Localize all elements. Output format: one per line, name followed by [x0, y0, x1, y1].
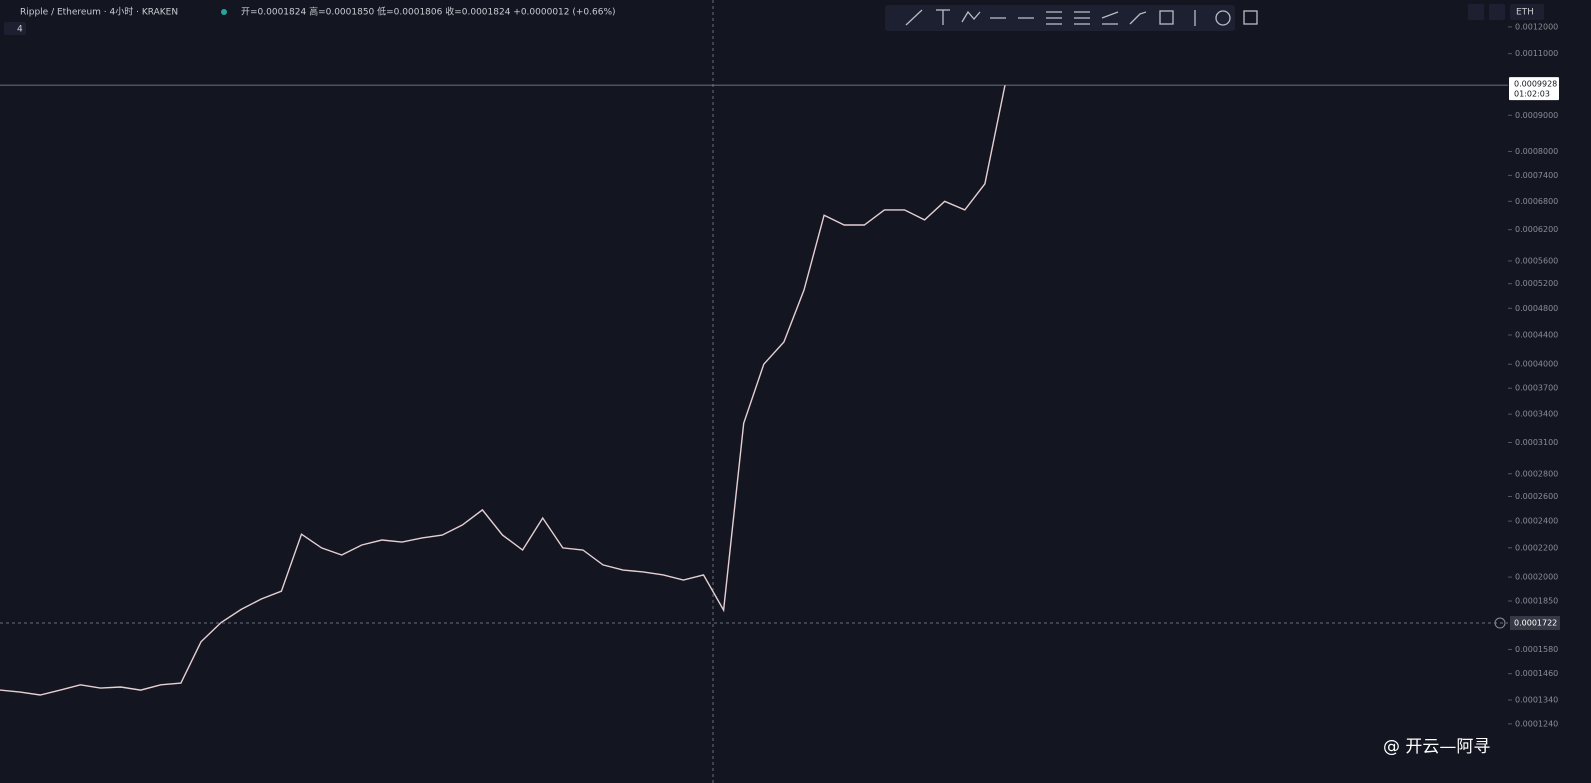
- y-tick-label: 0.0001850: [1515, 597, 1558, 606]
- currency-button[interactable]: [1510, 4, 1544, 20]
- countdown: 01:02:03: [1514, 90, 1550, 99]
- y-tick-label: 0.0004400: [1515, 330, 1558, 339]
- y-tick-label: 0.0004000: [1515, 360, 1558, 369]
- symbol: Ripple / Ethereum · 4小时 · KRAKEN: [20, 6, 178, 18]
- y-tick-label: 0.0003100: [1515, 438, 1558, 447]
- y-tick-label: 0.0003400: [1515, 410, 1558, 419]
- y-tick-label: 0.0007400: [1515, 171, 1558, 180]
- y-tick-label: 0.0004800: [1515, 304, 1558, 313]
- y-tick-label: 0.0003700: [1515, 384, 1558, 393]
- y-tick-label: 0.0005600: [1515, 256, 1558, 265]
- download-button[interactable]: [1468, 4, 1484, 20]
- y-tick-label: 0.0002800: [1515, 469, 1558, 478]
- y-tick-label: 0.0009000: [1515, 111, 1558, 120]
- crosshair-add-button[interactable]: [1494, 617, 1506, 629]
- y-tick-label: 0.0002000: [1515, 573, 1558, 582]
- y-tick-label: 0.0005200: [1515, 279, 1558, 288]
- toolbar: [885, 5, 1258, 31]
- y-tick-label: 0.0008000: [1515, 147, 1558, 156]
- indicator: 4: [17, 25, 23, 35]
- y-tick-label: 0.0001460: [1515, 669, 1558, 678]
- y-tick-label: 0.0001580: [1515, 645, 1558, 654]
- y-tick-label: 0.0002400: [1515, 517, 1558, 526]
- indicator-button[interactable]: [4, 22, 26, 35]
- y-tick-label: 0.0001340: [1515, 696, 1558, 705]
- y-tick-label: 0.0006800: [1515, 197, 1558, 206]
- status-dot: [221, 9, 227, 15]
- y-tick-label: 0.0002200: [1515, 543, 1558, 552]
- watermark: @ 开云—阿寻: [1383, 737, 1490, 757]
- y-tick-label: 0.0011000: [1515, 49, 1558, 58]
- price-line: [0, 84, 1006, 696]
- crosshair-price: 0.0001722: [1514, 619, 1557, 628]
- crosshair-price-box: [1510, 616, 1560, 631]
- refresh-button[interactable]: [1489, 4, 1505, 20]
- y-tick-label: 0.0001240: [1515, 719, 1558, 728]
- y-tick-label: 0.0012000: [1515, 22, 1558, 31]
- currency: ETH: [1516, 8, 1534, 18]
- y-tick-label: 0.0006200: [1515, 225, 1558, 234]
- last-price: 0.0009928: [1514, 80, 1557, 89]
- last-price-box: [1509, 77, 1559, 101]
- y-tick-label: 0.0002600: [1515, 492, 1558, 501]
- ohlc: 开=0.0001824 高=0.0001850 低=0.0001806 收=0.…: [241, 6, 616, 18]
